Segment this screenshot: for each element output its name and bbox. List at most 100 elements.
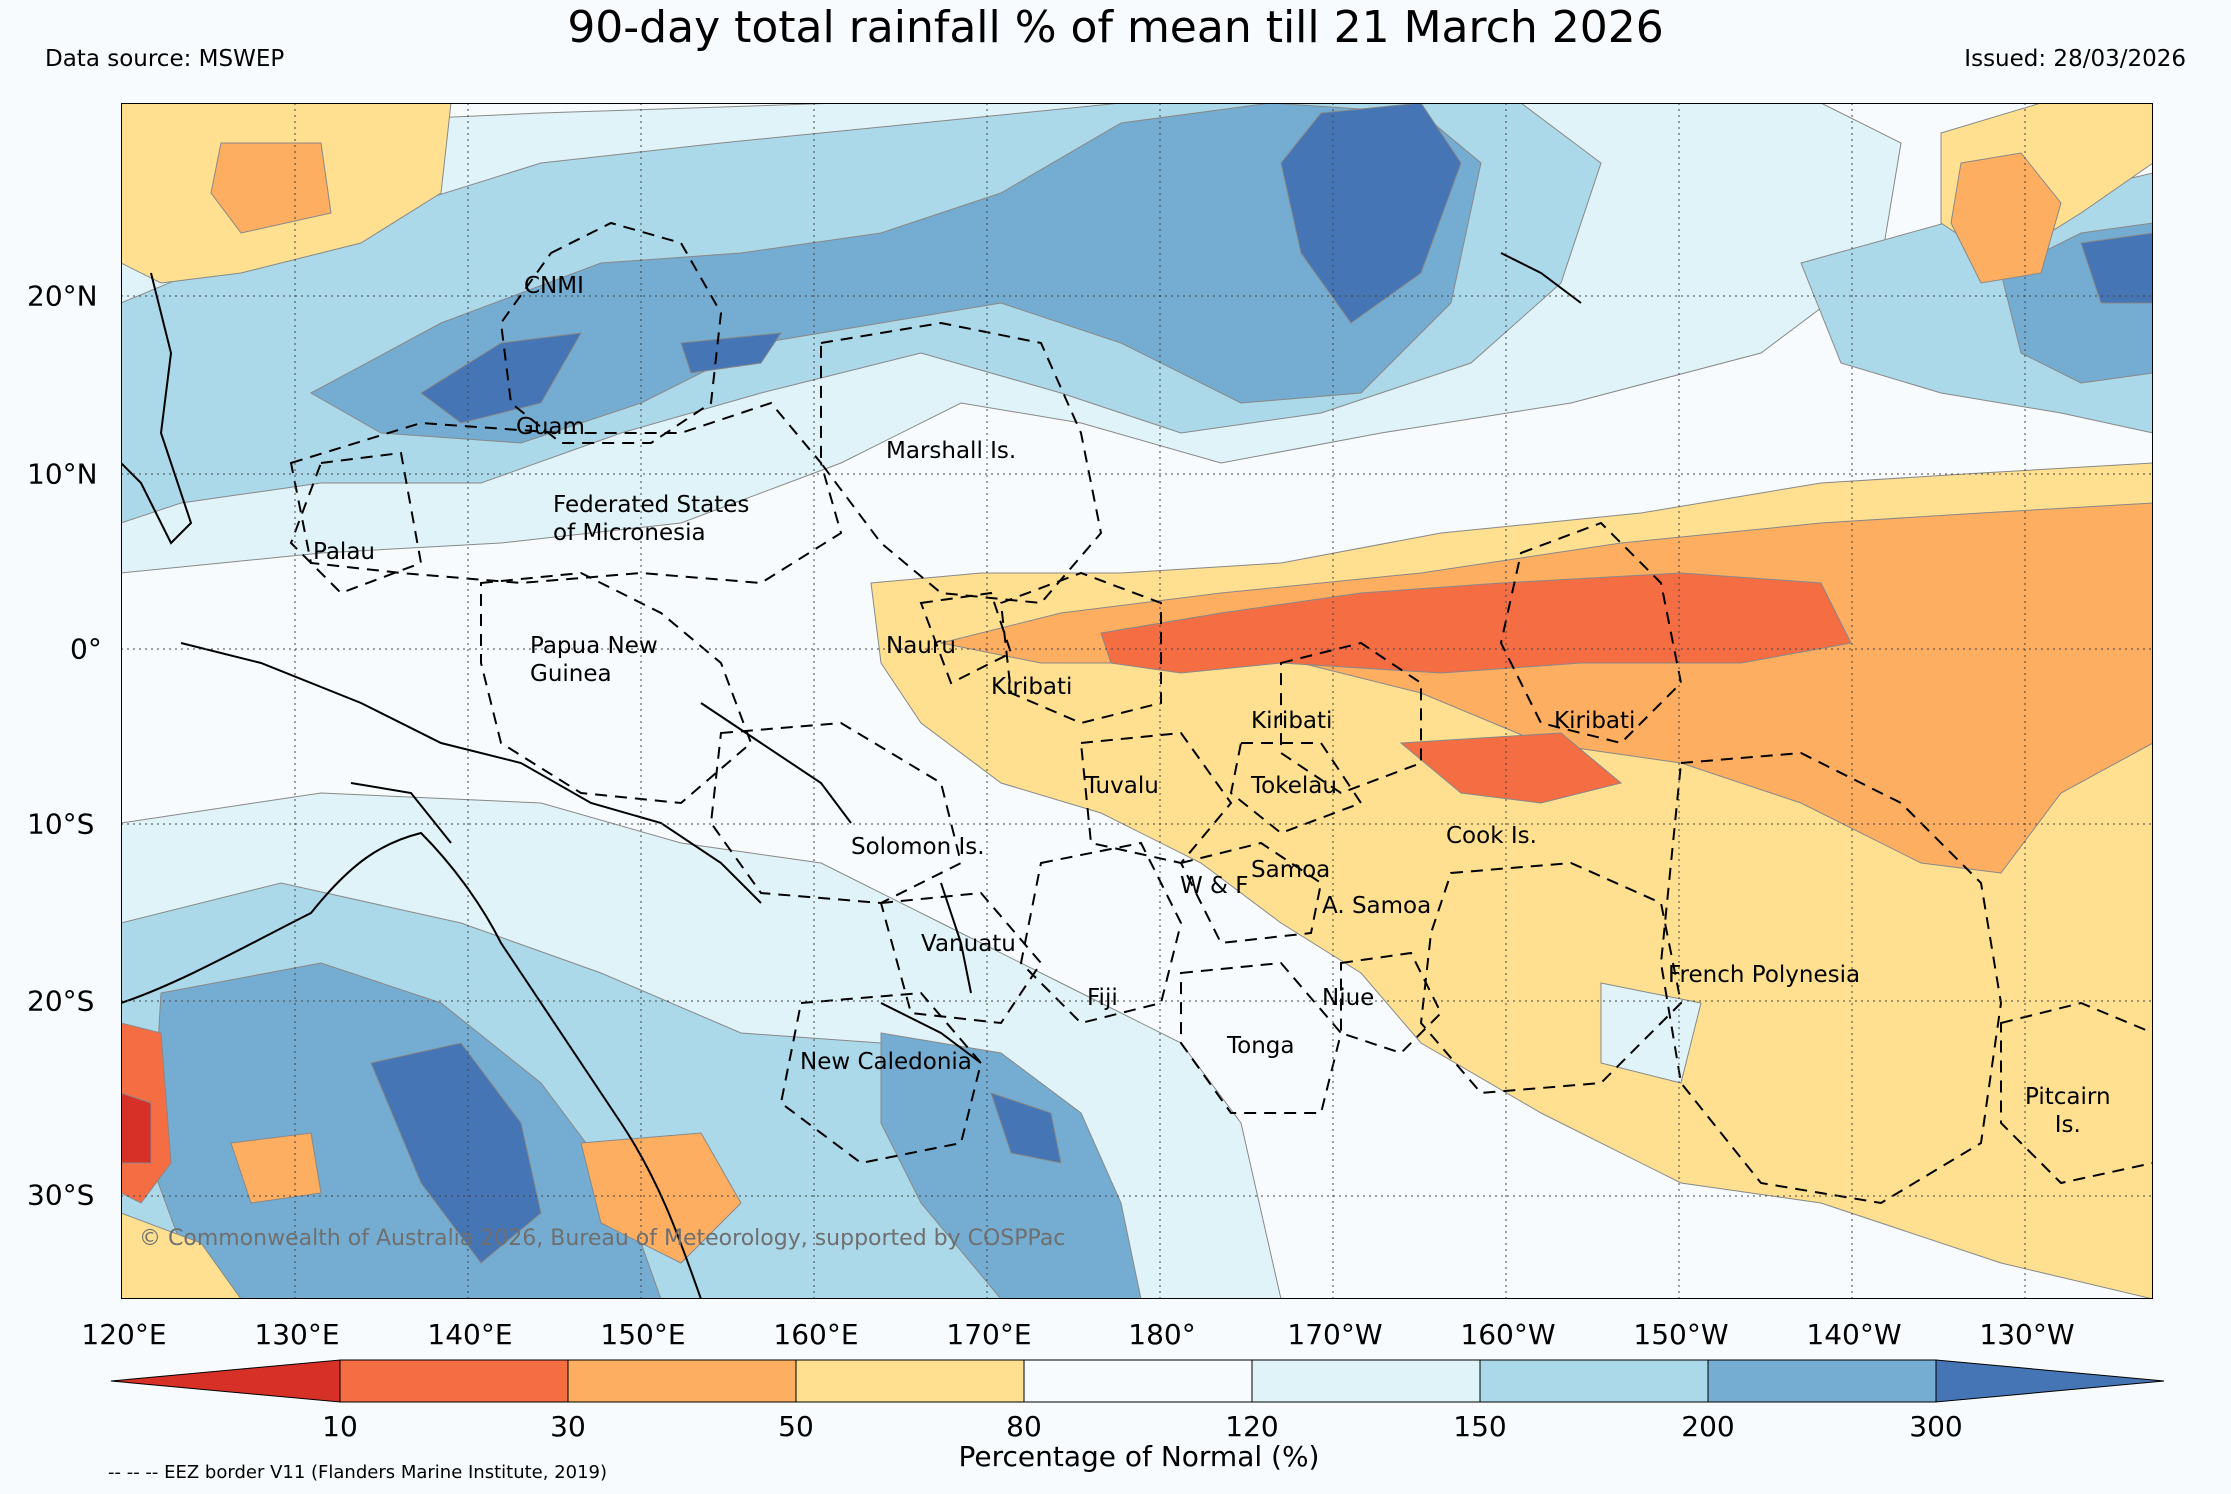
core-300-north-3 <box>680 332 783 374</box>
lat-label: 0° <box>70 632 102 666</box>
colorbar-tick: 30 <box>550 1410 586 1443</box>
colorbar-tick: 300 <box>1909 1410 1963 1443</box>
colorbar-tick: 80 <box>1006 1410 1042 1443</box>
coastlines <box>121 252 1582 1299</box>
aus-orange-2 <box>580 1132 742 1264</box>
label-wallis-futuna: W & F <box>1180 873 1249 899</box>
label-american-samoa: A. Samoa <box>1322 893 1432 919</box>
eez-footnote: -- -- -- EEZ border V11 (Flanders Marine… <box>108 1462 608 1483</box>
label-nauru: Nauru <box>886 633 956 659</box>
eq-red-south <box>1399 732 1623 804</box>
eez-cnmi <box>499 221 723 444</box>
lat-label: 20°N <box>27 279 98 313</box>
label-vanuatu: Vanuatu <box>921 931 1016 957</box>
lon-label: 170°E <box>946 1318 1032 1351</box>
new-caledonia-coast <box>880 1002 982 1064</box>
eez-solomon <box>709 721 963 905</box>
lon-label: 150°W <box>1633 1318 1729 1351</box>
band-200-300-north <box>309 103 1482 444</box>
lat-label: 20°S <box>27 984 95 1018</box>
label-kiribati-central: Kiribati <box>1251 708 1333 734</box>
label-fsm: Federated States of Micronesia <box>553 492 750 546</box>
rainfall-map <box>121 103 2153 1299</box>
copyright-notice: © Commonwealth of Australia 2026, Bureau… <box>139 1226 1066 1251</box>
eez-nauru <box>919 591 1013 685</box>
colorbar-segment-6 <box>1479 1359 1709 1403</box>
eez-vanuatu <box>879 891 1043 1025</box>
eez-fsm <box>289 401 843 585</box>
colorbar-segment-8 <box>1935 1359 2165 1403</box>
label-solomon: Solomon Is. <box>851 834 985 860</box>
label-cook: Cook Is. <box>1446 823 1537 849</box>
lon-label: 160°E <box>773 1318 859 1351</box>
colorbar-tick: 120 <box>1225 1410 1279 1443</box>
lat-label: 30°S <box>27 1178 95 1212</box>
map-frame <box>121 103 2153 1299</box>
lon-label: 140°E <box>427 1318 513 1351</box>
colorbar-tick: 150 <box>1453 1410 1507 1443</box>
eez-niue <box>1340 951 1443 1055</box>
eez-kiribati-w <box>999 571 1162 725</box>
australia-coast <box>121 831 702 1299</box>
eez-pitcairn <box>2000 1001 2153 1185</box>
colorbar-segment-7 <box>1707 1359 1937 1403</box>
colorbar-segment-4 <box>1023 1359 1253 1403</box>
eq-orange <box>940 502 2153 874</box>
label-tokelau: Tokelau <box>1251 773 1337 799</box>
data-source: Data source: MSWEP <box>45 46 285 72</box>
label-tuvalu: Tuvalu <box>1085 773 1159 799</box>
eez-tuvalu <box>1079 731 1233 865</box>
label-pitcairn: Pitcairn Is. <box>2025 1084 2111 1138</box>
eez-kiribati-c <box>1280 641 1422 795</box>
lon-label: 170°W <box>1287 1318 1383 1351</box>
label-samoa: Samoa <box>1251 857 1331 883</box>
colorbar-segment-1 <box>339 1359 569 1403</box>
core-300-north-2 <box>1280 103 1462 324</box>
lon-label: 120°E <box>81 1318 167 1351</box>
label-niue: Niue <box>1322 985 1375 1011</box>
colorbar-segment-5 <box>1251 1359 1481 1403</box>
label-fiji: Fiji <box>1087 985 1118 1011</box>
core-300-east <box>2080 232 2153 304</box>
label-palau: Palau <box>313 539 375 565</box>
lat-label: 10°N <box>27 457 98 491</box>
lon-label: 150°E <box>600 1318 686 1351</box>
label-cnmi: CNMI <box>524 273 584 299</box>
nw-orange <box>210 142 332 234</box>
label-tonga: Tonga <box>1227 1033 1295 1059</box>
eez-tonga <box>1180 961 1343 1114</box>
colorbar-title: Percentage of Normal (%) <box>958 1440 1320 1473</box>
sp-dark-2 <box>880 1032 1142 1299</box>
aus-yellow <box>121 1212 242 1299</box>
sp-core <box>370 1042 542 1264</box>
hawaii <box>1500 252 1582 304</box>
ne-orange <box>1950 152 2062 284</box>
page-title: 90-day total rainfall % of mean till 21 … <box>567 2 1664 53</box>
eez-palau <box>289 451 423 595</box>
vanuatu-coast <box>940 882 972 994</box>
issued-date: Issued: 28/03/2026 <box>1964 46 2186 72</box>
eez-borders <box>289 221 2153 1205</box>
eez-frenchpoly <box>1659 751 2003 1205</box>
lon-label: 140°W <box>1806 1318 1902 1351</box>
aus-deep <box>121 1092 152 1164</box>
graticule <box>121 103 2153 1299</box>
eez-marshall <box>820 321 1103 605</box>
label-png: Papua New Guinea <box>530 633 658 687</box>
colorbar-segment-3 <box>795 1359 1025 1403</box>
label-guam: Guam <box>516 414 585 440</box>
eez-png <box>480 571 753 805</box>
philippines-coast <box>121 272 193 545</box>
colorbar-segment-0 <box>110 1359 341 1403</box>
eez-tokelau <box>1229 742 1363 835</box>
core-300-north-1 <box>420 332 582 424</box>
eez-samoa <box>1179 841 1323 945</box>
colorbar-tick: 10 <box>322 1410 358 1443</box>
eez-cook <box>1419 861 1683 1095</box>
colorbar-tick: 50 <box>778 1410 814 1443</box>
label-kiribati-east: Kiribati <box>1554 708 1636 734</box>
colorbar-segment-2 <box>567 1359 797 1403</box>
label-french-polynesia: French Polynesia <box>1668 962 1861 988</box>
label-marshall: Marshall Is. <box>886 438 1017 464</box>
label-kiribati-west: Kiribati <box>991 674 1073 700</box>
